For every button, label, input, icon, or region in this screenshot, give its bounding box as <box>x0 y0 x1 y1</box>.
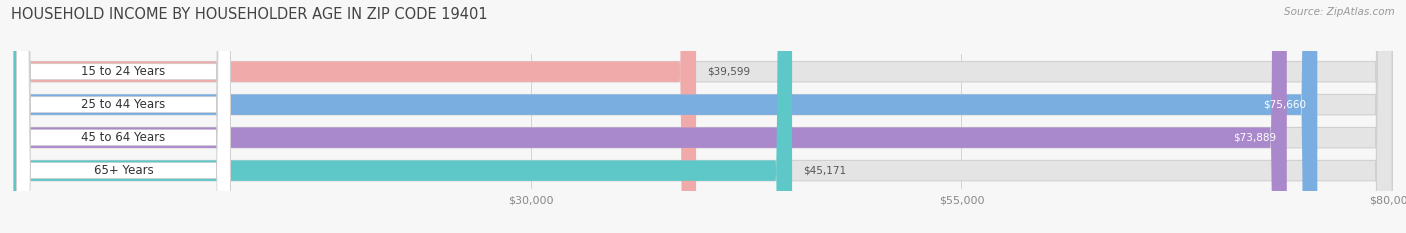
Text: HOUSEHOLD INCOME BY HOUSEHOLDER AGE IN ZIP CODE 19401: HOUSEHOLD INCOME BY HOUSEHOLDER AGE IN Z… <box>11 7 488 22</box>
FancyBboxPatch shape <box>14 0 1392 233</box>
Text: $39,599: $39,599 <box>707 67 751 77</box>
FancyBboxPatch shape <box>17 0 231 233</box>
Text: $75,660: $75,660 <box>1263 100 1306 110</box>
Text: Source: ZipAtlas.com: Source: ZipAtlas.com <box>1284 7 1395 17</box>
FancyBboxPatch shape <box>14 0 696 233</box>
FancyBboxPatch shape <box>14 0 1392 233</box>
FancyBboxPatch shape <box>14 0 1392 233</box>
Text: 25 to 44 Years: 25 to 44 Years <box>82 98 166 111</box>
FancyBboxPatch shape <box>14 0 1317 233</box>
Text: $73,889: $73,889 <box>1233 133 1275 143</box>
Text: 45 to 64 Years: 45 to 64 Years <box>82 131 166 144</box>
FancyBboxPatch shape <box>17 0 231 233</box>
Text: 15 to 24 Years: 15 to 24 Years <box>82 65 166 78</box>
FancyBboxPatch shape <box>14 0 1286 233</box>
Text: 65+ Years: 65+ Years <box>94 164 153 177</box>
FancyBboxPatch shape <box>14 0 792 233</box>
Text: $45,171: $45,171 <box>803 166 846 176</box>
FancyBboxPatch shape <box>14 0 1392 233</box>
FancyBboxPatch shape <box>17 0 231 233</box>
FancyBboxPatch shape <box>17 0 231 233</box>
